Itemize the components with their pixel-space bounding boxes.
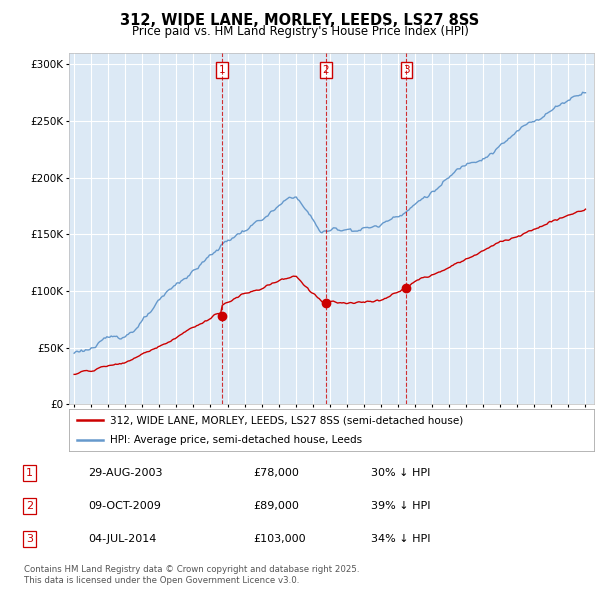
Text: 04-JUL-2014: 04-JUL-2014 — [88, 534, 157, 544]
Text: 09-OCT-2009: 09-OCT-2009 — [88, 501, 161, 511]
Text: 39% ↓ HPI: 39% ↓ HPI — [371, 501, 430, 511]
Text: 2: 2 — [26, 501, 33, 511]
Text: £103,000: £103,000 — [253, 534, 305, 544]
Text: £78,000: £78,000 — [253, 468, 299, 478]
Text: 1: 1 — [218, 65, 225, 75]
Text: 34% ↓ HPI: 34% ↓ HPI — [371, 534, 430, 544]
Text: £89,000: £89,000 — [253, 501, 299, 511]
Text: 1: 1 — [26, 468, 33, 478]
Text: HPI: Average price, semi-detached house, Leeds: HPI: Average price, semi-detached house,… — [110, 435, 362, 445]
Text: Contains HM Land Registry data © Crown copyright and database right 2025.
This d: Contains HM Land Registry data © Crown c… — [24, 565, 359, 585]
Text: 3: 3 — [403, 65, 410, 75]
Text: 312, WIDE LANE, MORLEY, LEEDS, LS27 8SS (semi-detached house): 312, WIDE LANE, MORLEY, LEEDS, LS27 8SS … — [110, 415, 463, 425]
Text: Price paid vs. HM Land Registry's House Price Index (HPI): Price paid vs. HM Land Registry's House … — [131, 25, 469, 38]
Text: 312, WIDE LANE, MORLEY, LEEDS, LS27 8SS: 312, WIDE LANE, MORLEY, LEEDS, LS27 8SS — [121, 13, 479, 28]
Text: 2: 2 — [323, 65, 329, 75]
Text: 3: 3 — [26, 534, 33, 544]
Text: 30% ↓ HPI: 30% ↓ HPI — [371, 468, 430, 478]
Text: 29-AUG-2003: 29-AUG-2003 — [88, 468, 163, 478]
